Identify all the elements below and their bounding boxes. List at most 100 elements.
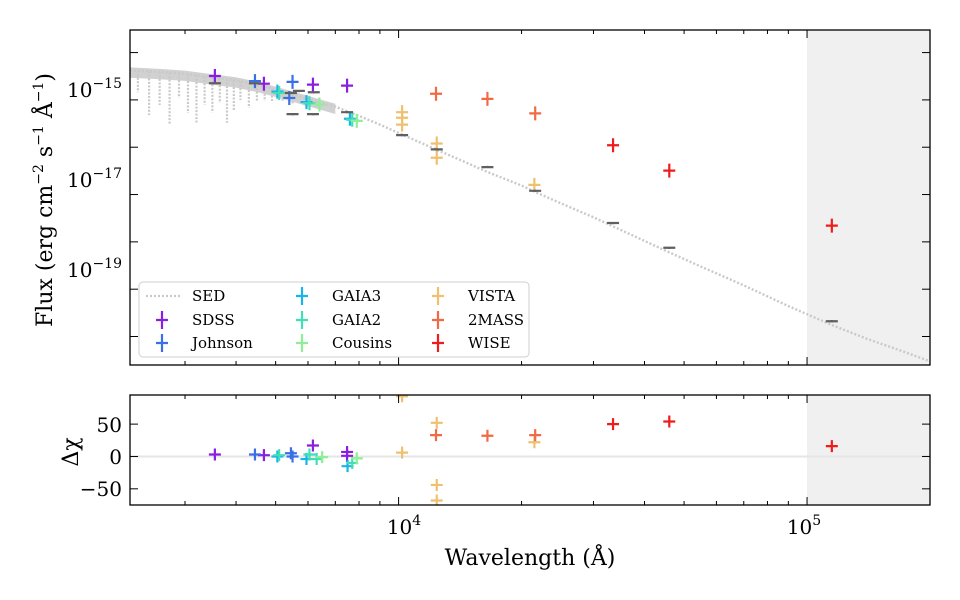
legend-entry-sed: SED (146, 287, 225, 305)
sed-ylabel: Flux (erg cm−2 s−1 Å−1) (30, 73, 58, 327)
sed-point-sdss (208, 68, 221, 83)
sed-model-point (663, 246, 676, 249)
residual-point-vista (396, 446, 409, 459)
sed-model-point (248, 82, 261, 85)
residual-point-cousins (316, 451, 329, 464)
legend-cross-icon (432, 334, 444, 352)
sed-model-point (396, 133, 409, 137)
legend-entry-gaia3: GAIA3 (296, 287, 381, 305)
residual-ytick-label-0: 0 (109, 445, 122, 469)
sed-model-point (430, 148, 443, 151)
residual-point-2mass (481, 429, 494, 442)
residual-point-sdss (341, 449, 354, 462)
residual-ytick-label-50: 50 (97, 413, 122, 437)
legend-entry-wise: WISE (432, 334, 511, 352)
sed-model-point (607, 221, 620, 225)
sed-point-cousins (350, 113, 363, 128)
legend-cross-icon (432, 311, 444, 329)
legend-cross-icon (432, 287, 444, 305)
residual-point-gaia3 (271, 450, 284, 463)
residual-point-cousins (350, 452, 363, 465)
sed-point-sdss (341, 78, 354, 93)
sed-model-point (208, 82, 221, 85)
sed-point-vista (396, 117, 409, 132)
sed-point-2mass (481, 91, 494, 106)
sed-point-vista (430, 136, 443, 151)
sed-point-johnson (286, 74, 299, 89)
legend-label-wise: WISE (468, 334, 511, 352)
residual-point-sdss (306, 439, 319, 452)
residual-panel-frame (129, 394, 931, 506)
legend-label-gaia2: GAIA2 (332, 311, 381, 329)
legend-label-cousins: Cousins (332, 334, 392, 352)
residual-ytick-label-minus50: −50 (80, 477, 122, 501)
sed-photometry-points (208, 68, 838, 323)
sed-panel: 10−15 10−17 10−19 Flux (erg cm−2 s−1 Å−1… (30, 29, 931, 366)
legend-entry-vista: VISTA (432, 287, 515, 305)
sed-point-wise (663, 163, 676, 178)
legend-cross-icon (296, 311, 308, 329)
residual-point-gaia2 (273, 449, 286, 462)
residual-point-2mass (430, 429, 443, 442)
residual-xlabel: Wavelength (Å) (445, 543, 616, 571)
residual-axis-ticks (130, 395, 931, 505)
xtick-label-1e5: 105 (787, 513, 821, 539)
sed-model-point (341, 110, 354, 114)
legend-label-2mass: 2MASS (468, 311, 524, 329)
sed-point-gaia3 (271, 84, 284, 99)
residual-point-vista (430, 416, 443, 429)
sed-model-point (286, 112, 299, 116)
sed-ytick-label-1e-19: 10−19 (67, 256, 122, 282)
legend-label-sdss: SDSS (192, 311, 235, 329)
sed-point-wise (825, 218, 838, 233)
legend-entry-gaia2: GAIA2 (296, 311, 381, 329)
sed-point-gaia2 (303, 96, 316, 111)
residual-point-johnson (286, 450, 299, 463)
legend-entry-2mass: 2MASS (432, 311, 524, 329)
sed-legend: SED SDSS Johnson GAIA3 GAIA2 Cousins (138, 281, 530, 358)
residual-shade-rect (807, 395, 930, 505)
legend-entry-cousins: Cousins (296, 334, 392, 352)
sed-shaded-region (807, 30, 930, 365)
residual-ylabel: Δχ (59, 437, 84, 466)
sed-axis-ticks (130, 30, 931, 365)
sed-model-band (130, 67, 336, 114)
sed-point-vista (430, 150, 443, 165)
sed-point-cousins (313, 97, 326, 112)
legend-label-sed: SED (192, 287, 225, 305)
legend-label-vista: VISTA (467, 287, 515, 305)
legend-label-gaia3: GAIA3 (332, 287, 381, 305)
sed-model-point (306, 112, 319, 116)
xtick-label-1e4: 104 (387, 513, 421, 539)
legend-cross-icon (156, 311, 168, 329)
sed-model-point (284, 91, 297, 95)
residual-points (208, 395, 838, 505)
residual-point-gaia2 (310, 453, 323, 466)
legend-frame (138, 281, 530, 358)
residual-point-johnson (248, 448, 261, 461)
residual-shaded-region (807, 395, 930, 505)
sed-point-wise (607, 138, 620, 153)
sed-point-2mass (430, 86, 443, 101)
sed-ytick-label-1e-15: 10−15 (67, 76, 122, 102)
residual-point-wise (825, 440, 838, 453)
sed-shade-rect (807, 30, 930, 365)
residual-point-vista (430, 478, 443, 491)
legend-cross-icon (296, 287, 308, 305)
residual-point-wise (607, 418, 620, 431)
sed-point-vista (528, 177, 541, 192)
sed-point-2mass (529, 106, 542, 121)
sed-model-point (292, 89, 305, 93)
legend-entry-johnson: Johnson (156, 334, 253, 352)
legend-entry-sdss: SDSS (156, 311, 235, 329)
residual-point-sdss (208, 448, 221, 461)
sed-panel-frame (129, 29, 931, 366)
sed-model-point (481, 165, 494, 169)
legend-label-johnson: Johnson (190, 334, 253, 352)
sed-model-point (529, 189, 542, 192)
residual-point-gaia2 (303, 448, 316, 461)
sed-point-johnson (248, 74, 261, 89)
sed-model-point (825, 320, 838, 323)
residual-point-wise (663, 415, 676, 428)
